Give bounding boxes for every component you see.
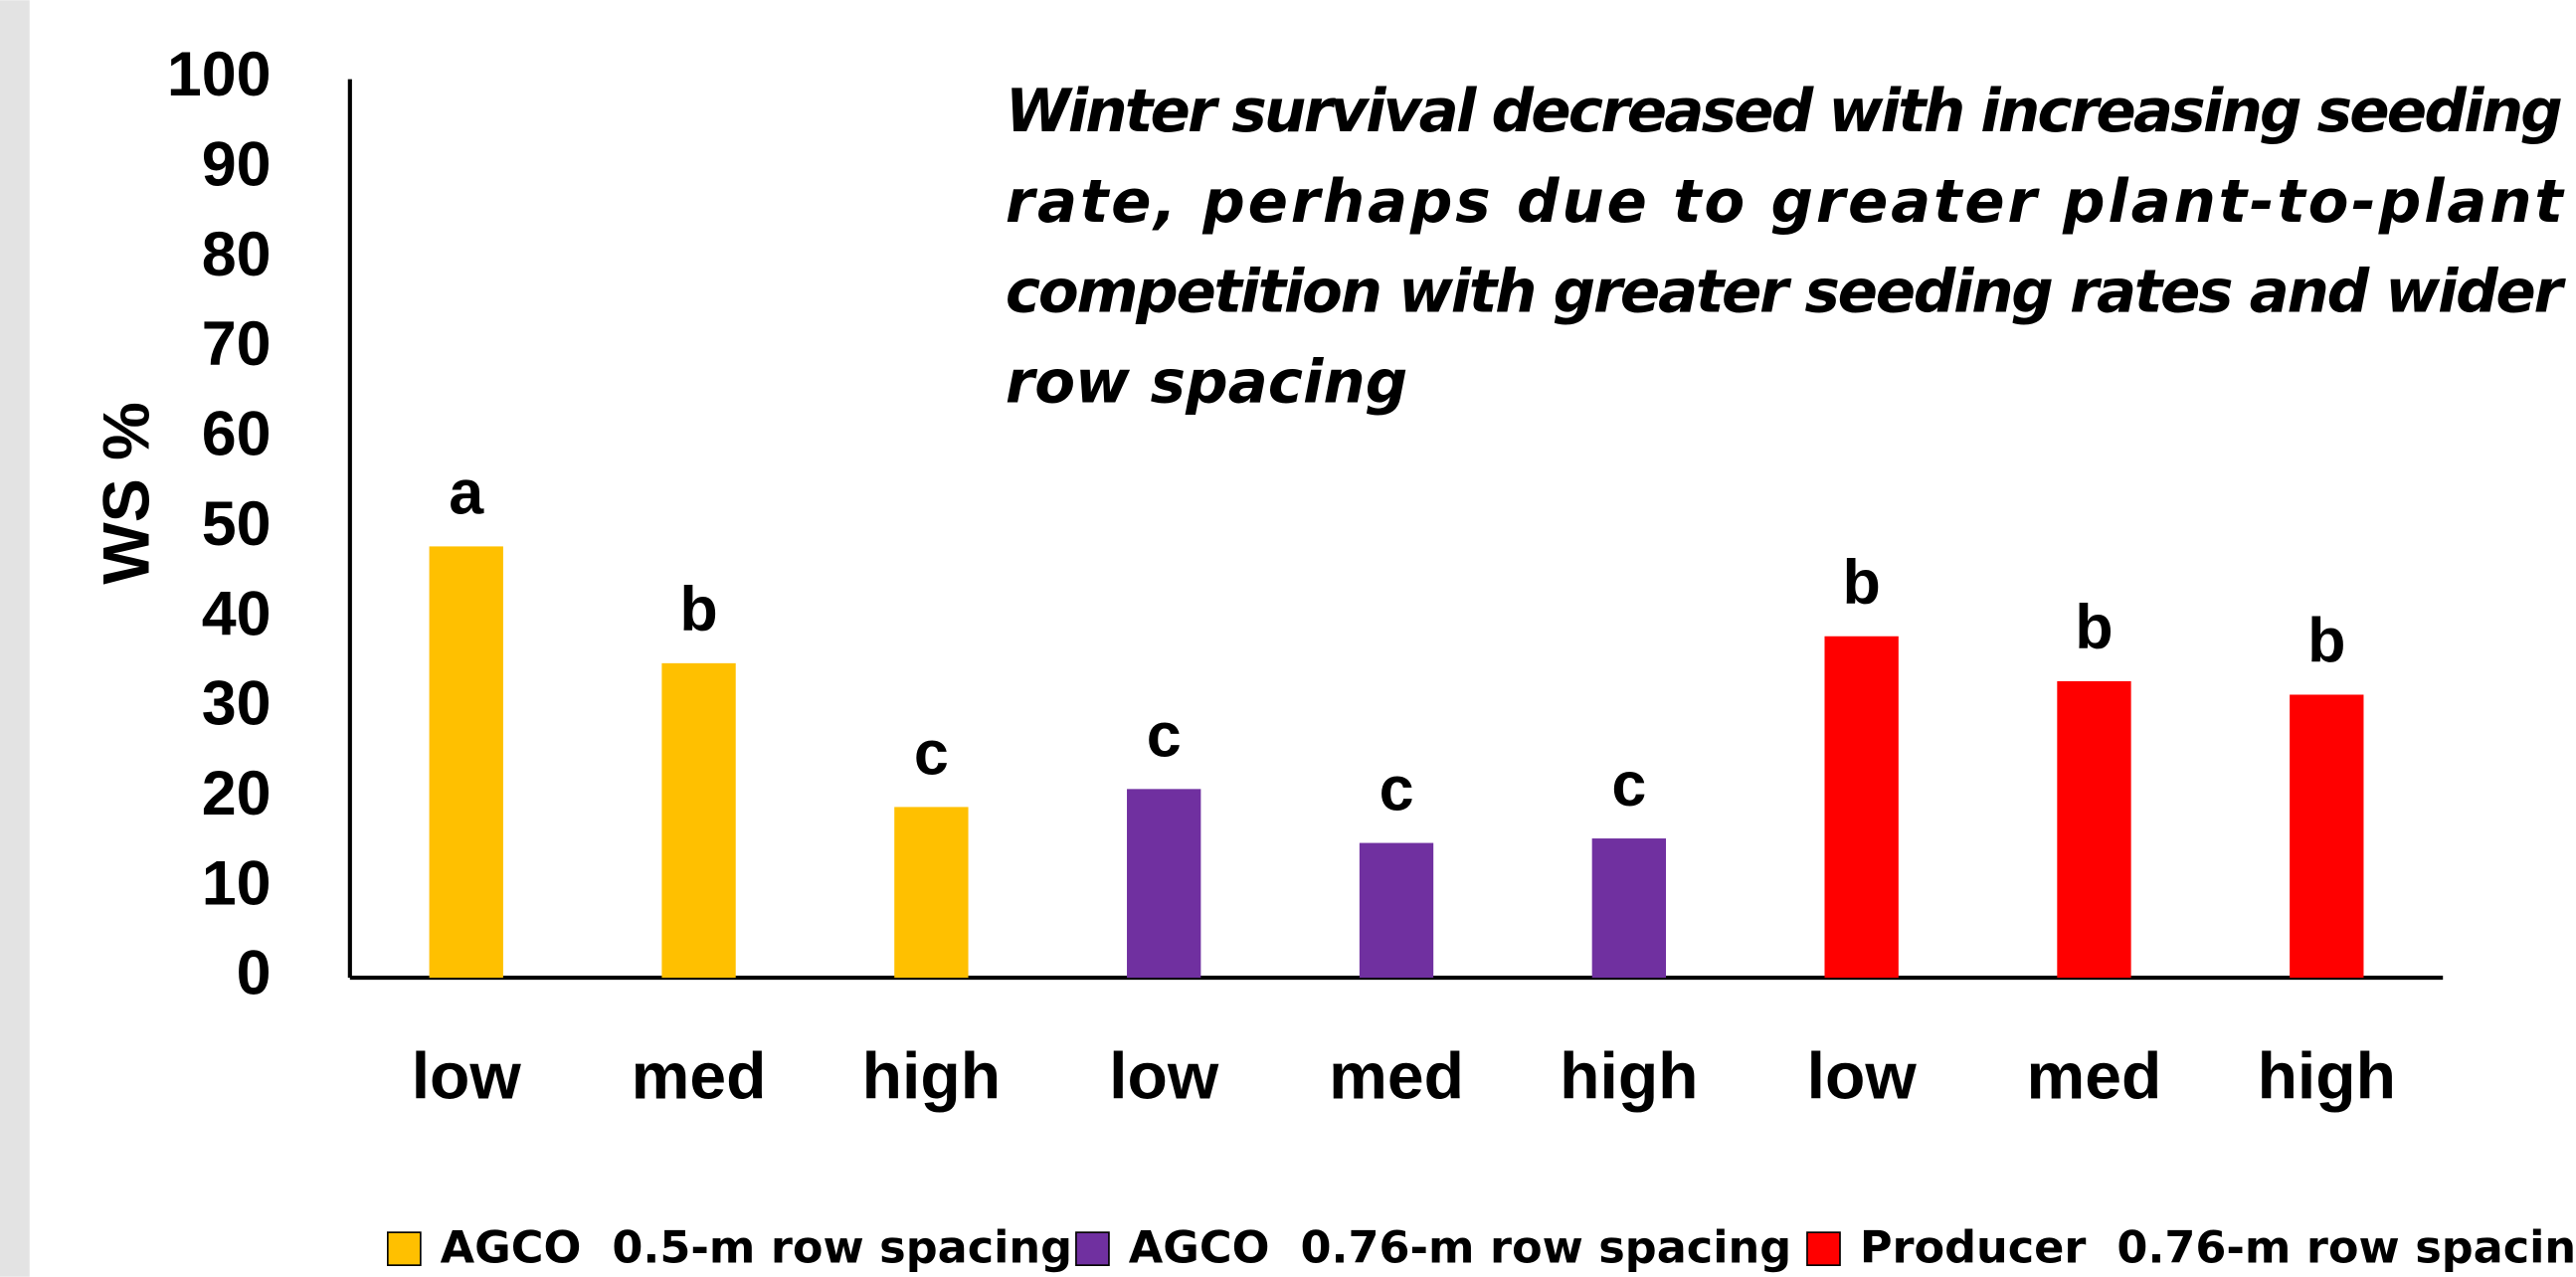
y-tick-label: 80: [202, 220, 272, 289]
bar: [661, 662, 736, 979]
x-tick-label: high: [2258, 1040, 2396, 1114]
y-tick-label: 50: [202, 489, 272, 559]
y-tick-label: 0: [237, 939, 272, 1008]
significance-letter: b: [2307, 607, 2345, 676]
legend-swatch: [1806, 1231, 1841, 1266]
y-tick-label: 70: [202, 309, 272, 379]
x-tick-label: low: [412, 1040, 522, 1114]
legend-label: AGCO 0.76-m row spacing: [1129, 1221, 1791, 1273]
annotation-line: rate, perhaps due to greater plant-to-pl…: [1006, 168, 2565, 237]
x-tick-label: med: [2027, 1040, 2162, 1114]
y-tick-label: 20: [202, 759, 272, 828]
significance-letter: b: [2075, 593, 2113, 662]
bar: [1127, 789, 1201, 979]
x-tick-label: med: [1329, 1040, 1464, 1114]
y-axis-label: WS %: [91, 402, 164, 585]
y-tick-label: 60: [202, 400, 272, 469]
y-tick-label: 40: [202, 579, 272, 648]
significance-letter: c: [1611, 750, 1646, 820]
bar: [2290, 694, 2364, 979]
bar: [429, 546, 503, 979]
significance-letter: c: [1380, 755, 1414, 824]
bar: [2057, 680, 2131, 979]
bar: [1824, 636, 1899, 979]
legend-label: AGCO 0.5-m row spacing: [441, 1221, 1072, 1273]
legend-swatch: [1075, 1231, 1110, 1266]
x-tick-label: low: [1807, 1040, 1918, 1114]
y-tick-label: 30: [202, 669, 272, 739]
x-tick-label: high: [862, 1040, 1001, 1114]
x-tick-label: high: [1560, 1040, 1698, 1114]
legend-swatch: [386, 1231, 422, 1266]
significance-letter: b: [1842, 548, 1880, 618]
legend-label: Producer 0.76-m row spacing: [1860, 1221, 2576, 1273]
y-tick-label: 10: [202, 848, 272, 918]
y-tick-label: 100: [167, 40, 272, 109]
significance-letter: c: [914, 718, 949, 788]
y-tick-label: 90: [202, 129, 272, 199]
bar: [1591, 838, 1667, 979]
significance-letter: c: [1147, 700, 1182, 770]
side-strip: [0, 0, 30, 1277]
significance-letter: b: [679, 575, 717, 644]
x-tick-label: med: [632, 1040, 767, 1114]
annotation-line: row spacing: [1006, 349, 1407, 418]
bar: [894, 807, 969, 979]
bar: [1359, 842, 1434, 979]
annotation-line: competition with greater seeding rates a…: [1006, 259, 2567, 327]
annotation-line: Winter survival decreased with increasin…: [1006, 78, 2563, 146]
x-tick-label: low: [1109, 1040, 1219, 1114]
significance-letter: a: [449, 457, 484, 527]
